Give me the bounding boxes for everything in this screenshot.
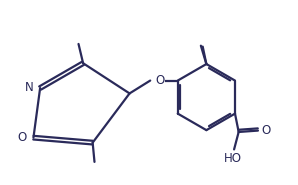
Text: N: N bbox=[25, 81, 34, 94]
Text: O: O bbox=[155, 74, 164, 87]
Text: HO: HO bbox=[224, 152, 242, 165]
Text: O: O bbox=[18, 131, 27, 144]
Text: O: O bbox=[261, 124, 270, 137]
